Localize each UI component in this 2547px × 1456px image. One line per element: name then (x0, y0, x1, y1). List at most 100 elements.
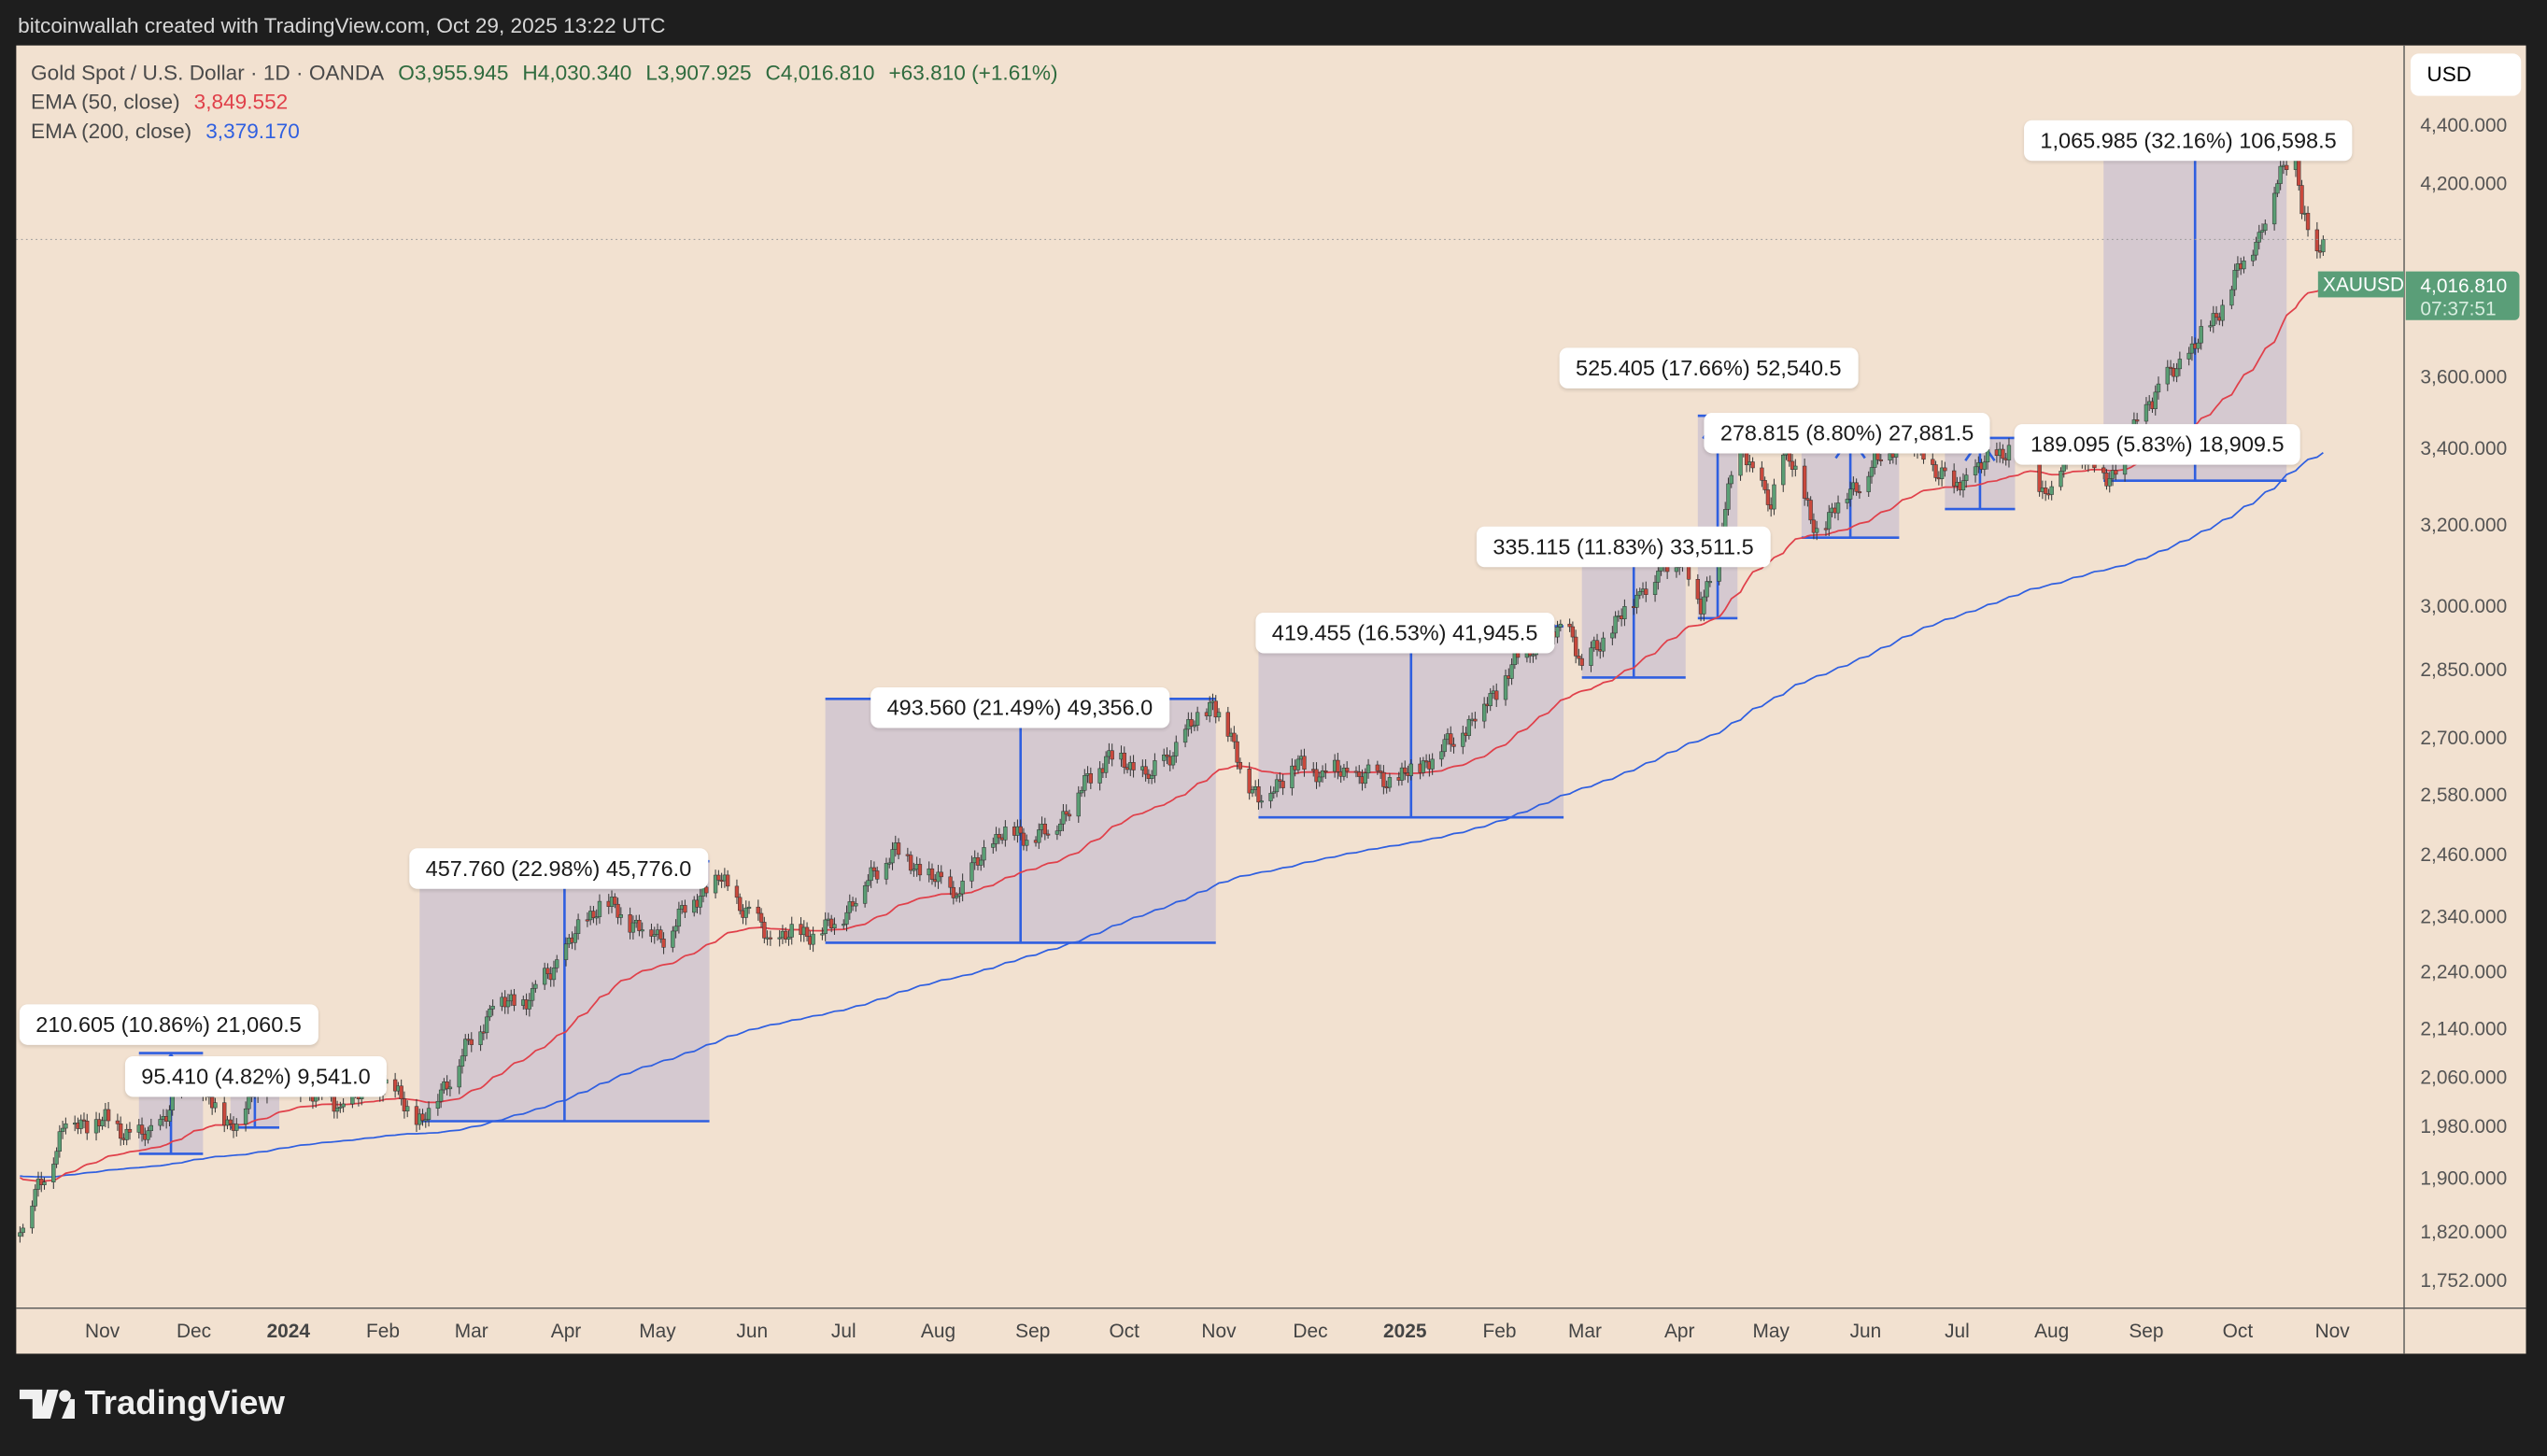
candle-body (630, 922, 636, 933)
candle (912, 862, 916, 877)
candle-body (1232, 732, 1237, 742)
measure-label[interactable]: 419.455 (16.53%) 41,945.5 (1255, 612, 1554, 654)
candle-body (1637, 591, 1642, 596)
candle-body (100, 1120, 105, 1126)
candle-body (1610, 632, 1615, 639)
candle (405, 1100, 410, 1118)
candle-body (2232, 270, 2237, 290)
candle (2043, 480, 2048, 502)
candle-body (652, 934, 657, 937)
candle-body (1943, 467, 1947, 472)
candle (1375, 760, 1380, 775)
measure-label[interactable]: 335.115 (11.83%) 33,511.5 (1476, 526, 1771, 568)
candle (1503, 669, 1508, 706)
candle (683, 899, 687, 918)
candle-body (1149, 775, 1154, 779)
measure-label[interactable]: 1,065.985 (32.16%) 106,598.5 (2024, 120, 2354, 162)
candle (1421, 756, 1426, 777)
candle-body (1189, 719, 1194, 727)
candle-body (1336, 759, 1340, 772)
ema200-legend[interactable]: EMA (200, close) 3,379.170 (31, 119, 307, 143)
candle-body (2242, 261, 2246, 270)
candle (820, 927, 825, 940)
candle-body (1295, 758, 1301, 770)
candle-body (1302, 756, 1307, 770)
candle (2275, 179, 2280, 198)
candle-body (21, 1227, 25, 1234)
candle (334, 1100, 340, 1119)
candle (1057, 818, 1063, 837)
candle (613, 893, 617, 909)
candle (1811, 513, 1817, 540)
candle (756, 899, 760, 921)
candle (1695, 573, 1700, 604)
candle (1451, 737, 1456, 754)
currency-button[interactable]: USD (2410, 53, 2522, 96)
candle (1555, 620, 1560, 643)
measure-label[interactable]: 278.815 (8.80%) 27,881.5 (1704, 412, 1990, 454)
candle-body (1064, 811, 1068, 815)
candle (734, 879, 740, 904)
candle-body (1003, 827, 1008, 841)
candle (746, 900, 752, 914)
candle (671, 926, 675, 953)
measure-label[interactable]: 210.605 (10.86%) 21,060.5 (19, 1004, 318, 1045)
price-chart[interactable] (16, 45, 2526, 1354)
measure-label[interactable]: 95.410 (4.82%) 9,541.0 (124, 1056, 388, 1097)
candle-body (832, 924, 837, 928)
candle-body (676, 909, 682, 927)
candle-body (1439, 751, 1444, 760)
candle (1045, 829, 1051, 839)
candle (1634, 588, 1639, 615)
candle-body (2134, 419, 2140, 422)
measure-label[interactable]: 457.760 (22.98%) 45,776.0 (409, 848, 708, 889)
candle (2314, 221, 2320, 259)
candle (2321, 235, 2326, 256)
candle (1195, 706, 1200, 731)
candle (445, 1075, 449, 1096)
candle-body (2208, 325, 2213, 328)
candle-body (392, 1079, 398, 1092)
candle (2156, 376, 2161, 400)
candle-body (1341, 768, 1347, 777)
candle (1250, 785, 1255, 798)
candle-body (1960, 480, 1966, 490)
candle-body (139, 1124, 145, 1135)
candle (1247, 762, 1252, 800)
candle-body (158, 1119, 163, 1126)
candle (896, 838, 901, 859)
candle-body (555, 959, 559, 968)
candle (786, 930, 791, 946)
candle-body (2314, 229, 2320, 252)
candle (652, 926, 657, 944)
candle (1061, 804, 1066, 832)
candle-body (616, 903, 620, 918)
candle (1613, 611, 1618, 639)
chart-panel[interactable] (16, 45, 2526, 1354)
candle-body (463, 1039, 468, 1056)
candle (1345, 761, 1350, 779)
candle-body (1473, 718, 1478, 722)
candle (1323, 763, 1328, 779)
candle (725, 869, 730, 891)
candle-body (1494, 690, 1499, 700)
candle-body (1021, 832, 1026, 846)
measure-label[interactable]: 525.405 (17.66%) 52,540.5 (1559, 347, 1859, 389)
candle (1076, 785, 1081, 824)
measure-label[interactable]: 189.095 (5.83%) 18,909.5 (2014, 424, 2300, 465)
ema50-legend[interactable]: EMA (50, close) 3,849.552 (31, 90, 296, 114)
price-tick-label: 2,850.000 (2420, 658, 2508, 682)
candle (2299, 179, 2304, 219)
measure-label[interactable]: 493.560 (21.49%) 49,356.0 (870, 687, 1169, 728)
candle-body (1165, 754, 1169, 757)
candle-body (762, 922, 767, 939)
tradingview-logo[interactable]: TradingView (19, 1384, 285, 1423)
candle (1762, 476, 1767, 494)
ema200-value: 3,379.170 (205, 119, 300, 144)
candle-body (1357, 771, 1362, 777)
candle-body (704, 886, 709, 894)
candle (804, 922, 810, 942)
candle-body (1363, 772, 1367, 785)
price-tick-label: 4,200.000 (2420, 172, 2508, 195)
